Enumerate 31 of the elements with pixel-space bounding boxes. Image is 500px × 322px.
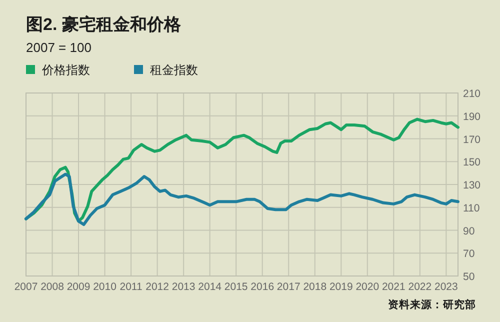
- x-tick-label: 2016: [250, 281, 274, 293]
- chart-subtitle: 2007 = 100: [26, 40, 92, 55]
- x-tick-label: 2015: [224, 281, 248, 293]
- y-tick-label: 110: [463, 202, 480, 214]
- y-tick-label: 90: [463, 225, 475, 238]
- y-tick-label: 190: [463, 110, 481, 123]
- x-tick-label: 2010: [93, 281, 117, 293]
- x-tick-label: 2014: [198, 281, 222, 293]
- chart-title: 图2. 豪宅租金和价格: [26, 15, 182, 34]
- y-tick-label: 70: [463, 248, 475, 260]
- x-tick-label: 2009: [66, 281, 90, 293]
- y-tick-label: 130: [463, 180, 481, 192]
- x-tick-label: 2021: [382, 281, 406, 293]
- x-tick-label: 2018: [303, 281, 327, 293]
- y-tick-label: 50: [463, 271, 475, 283]
- legend-label: 租金指数: [150, 63, 198, 77]
- y-tick-label: 210: [463, 88, 481, 100]
- legend-label: 价格指数: [41, 63, 90, 77]
- text: 资料来源：研究部: [388, 298, 476, 311]
- x-tick-label: 2017: [276, 281, 300, 293]
- y-tick-label: 150: [463, 156, 481, 169]
- x-tick-label: 2012: [146, 281, 170, 293]
- y-tick-label: 170: [463, 134, 481, 146]
- x-tick-label: 2020: [356, 281, 380, 293]
- x-tick-label: 2011: [120, 281, 142, 293]
- x-tick-label: 2022: [408, 281, 432, 293]
- x-tick-label: 2007: [14, 281, 38, 293]
- x-tick-label: 2013: [172, 281, 196, 293]
- x-tick-label: 2023: [434, 281, 458, 293]
- x-tick-label: 2008: [40, 281, 64, 293]
- x-tick-label: 2019: [329, 281, 353, 293]
